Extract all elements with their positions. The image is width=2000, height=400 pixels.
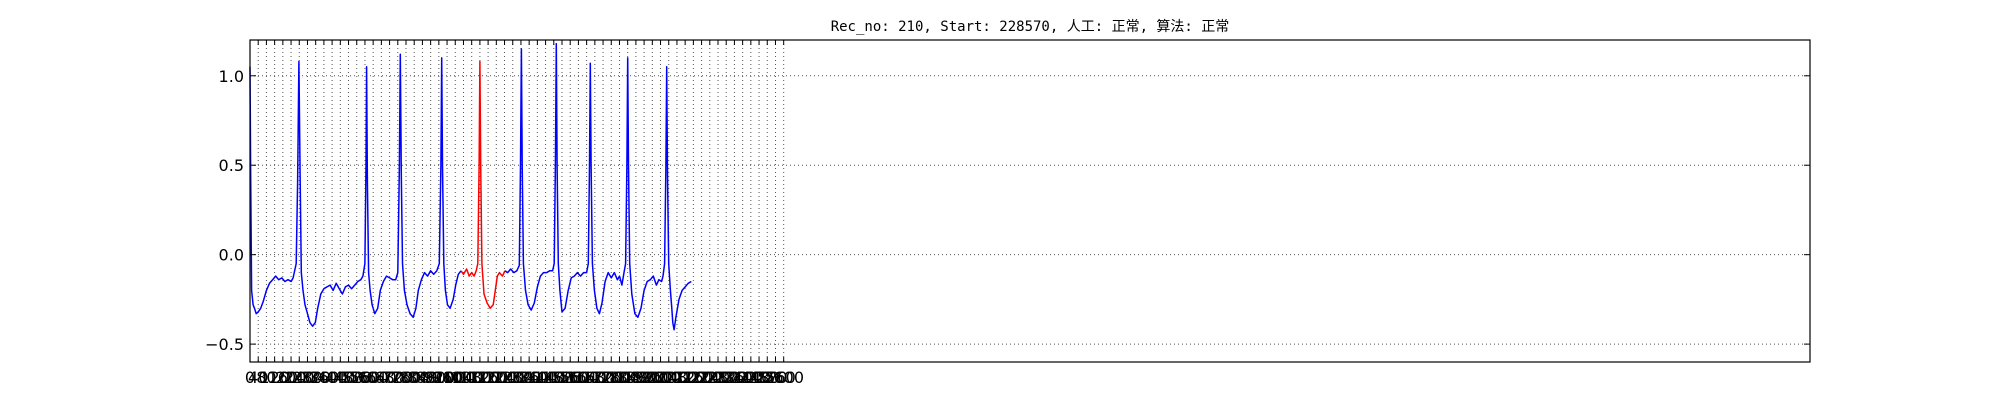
x-tick-label: 1840 bbox=[607, 368, 648, 387]
x-tick-label: 1120 bbox=[460, 368, 501, 387]
x-tick-label: 1000 bbox=[435, 368, 476, 387]
x-tick-label: 1400 bbox=[517, 368, 558, 387]
x-tick-label: 2440 bbox=[730, 368, 771, 387]
x-tick-label: 1080 bbox=[451, 368, 492, 387]
x-tick-label: 2120 bbox=[665, 368, 706, 387]
x-tick-label: 880 bbox=[415, 368, 446, 387]
x-tick-label: 1560 bbox=[550, 368, 591, 387]
x-tick-label: 760 bbox=[391, 368, 422, 387]
x-tick-label: 1480 bbox=[533, 368, 574, 387]
x-tick-label: 1680 bbox=[574, 368, 615, 387]
x-tick-label: 1360 bbox=[509, 368, 550, 387]
x-tick-label: 1640 bbox=[566, 368, 607, 387]
x-tick-label: 400 bbox=[317, 368, 348, 387]
x-tick-label: 920 bbox=[424, 368, 455, 387]
x-tick-label: 560 bbox=[350, 368, 381, 387]
x-tick-label: 80 bbox=[256, 368, 276, 387]
x-tick-label: 200 bbox=[276, 368, 307, 387]
y-tick-label: 0.0 bbox=[219, 246, 244, 265]
x-tick-label: 680 bbox=[374, 368, 405, 387]
x-tick-label: 1240 bbox=[484, 368, 525, 387]
x-tick-label: 2200 bbox=[681, 368, 722, 387]
x-tick-label: 800 bbox=[399, 368, 430, 387]
x-tick-label: 280 bbox=[292, 368, 323, 387]
x-tick-label: 2400 bbox=[722, 368, 763, 387]
x-tick-label: 2040 bbox=[648, 368, 689, 387]
y-tick-label: −0.5 bbox=[205, 335, 244, 354]
x-tick-label: 440 bbox=[325, 368, 356, 387]
x-tick-label: 520 bbox=[341, 368, 372, 387]
x-tick-label: 320 bbox=[300, 368, 331, 387]
x-tick-label: 2160 bbox=[673, 368, 714, 387]
x-tick-label: 600 bbox=[358, 368, 389, 387]
x-tick-label: 2240 bbox=[689, 368, 730, 387]
x-tick-label: 2320 bbox=[706, 368, 747, 387]
x-tick-label: 1600 bbox=[558, 368, 599, 387]
x-tick-label: 1520 bbox=[542, 368, 583, 387]
y-tick-label: 1.0 bbox=[219, 67, 244, 86]
x-tick-label: 1440 bbox=[525, 368, 566, 387]
x-tick-label: 2600 bbox=[763, 368, 804, 387]
x-tick-label: 0 bbox=[245, 368, 255, 387]
x-tick-label: 40 bbox=[248, 368, 268, 387]
ecg-series-line-1 bbox=[249, 53, 462, 327]
x-tick-label: 480 bbox=[333, 368, 364, 387]
y-tick-label: 0.5 bbox=[219, 156, 244, 175]
x-axis-ticks: 0408012016020024028032036040044048052056… bbox=[245, 40, 804, 387]
x-tick-label: 360 bbox=[309, 368, 340, 387]
x-tick-label: 240 bbox=[284, 368, 315, 387]
x-tick-label: 2520 bbox=[747, 368, 788, 387]
x-tick-label: 2480 bbox=[739, 368, 780, 387]
plot-frame bbox=[249, 39, 1811, 363]
ecg-series-line-3 bbox=[504, 42, 692, 331]
x-tick-label: 640 bbox=[366, 368, 397, 387]
x-tick-label: 1760 bbox=[591, 368, 632, 387]
x-tick-label: 720 bbox=[383, 368, 414, 387]
x-tick-label: 120 bbox=[259, 368, 290, 387]
x-tick-label: 1720 bbox=[583, 368, 624, 387]
grid bbox=[249, 40, 1810, 362]
x-tick-label: 1960 bbox=[632, 368, 673, 387]
x-tick-label: 1320 bbox=[501, 368, 542, 387]
x-tick-label: 2000 bbox=[640, 368, 681, 387]
x-tick-label: 2080 bbox=[657, 368, 698, 387]
x-tick-label: 840 bbox=[407, 368, 438, 387]
x-tick-label: 2280 bbox=[698, 368, 739, 387]
x-tick-label: 1280 bbox=[492, 368, 533, 387]
x-tick-label: 1880 bbox=[616, 368, 657, 387]
x-tick-label: 960 bbox=[432, 368, 463, 387]
x-tick-label: 2360 bbox=[714, 368, 755, 387]
ecg-series-line-2 bbox=[460, 60, 506, 310]
x-tick-label: 1200 bbox=[476, 368, 517, 387]
y-axis-ticks: 1.0 0.5 0.0 −0.5 bbox=[205, 67, 1810, 354]
x-tick-label: 160 bbox=[268, 368, 299, 387]
x-tick-label: 1920 bbox=[624, 368, 665, 387]
x-tick-label: 1160 bbox=[468, 368, 509, 387]
series-layer bbox=[249, 42, 692, 331]
x-tick-label: 1800 bbox=[599, 368, 640, 387]
x-tick-label: 1040 bbox=[443, 368, 484, 387]
x-tick-label: 2560 bbox=[755, 368, 796, 387]
chart-title: Rec_no: 210, Start: 228570, 人工: 正常, 算法: … bbox=[831, 19, 1230, 35]
